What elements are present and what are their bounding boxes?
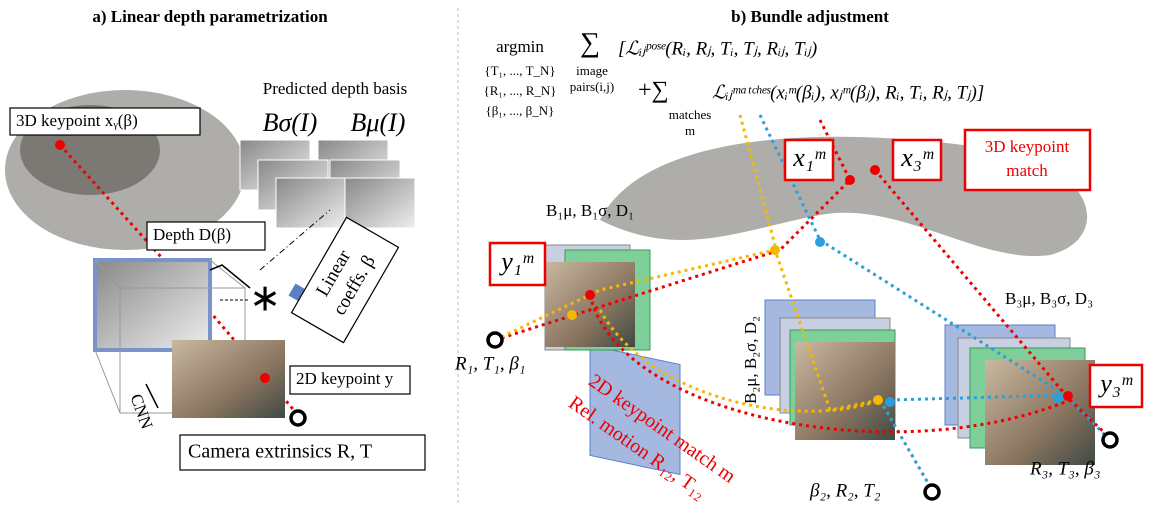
operator: ∗ xyxy=(249,278,281,320)
equation: [ℒᵢⱼᵖᵒˢᵉ(Rᵢ, Rⱼ, Tᵢ, Tⱼ, Rᵢⱼ, Tᵢⱼ) xyxy=(618,38,817,59)
panel-title: b) Bundle adjustment xyxy=(731,7,889,26)
equation: image xyxy=(576,63,608,78)
label: match xyxy=(1006,161,1048,180)
label-box xyxy=(289,365,411,395)
basis-label: Bμ(I) xyxy=(351,108,406,137)
label: 2D keypoint y xyxy=(296,369,394,388)
equation: matches xyxy=(669,107,712,122)
label-box xyxy=(1088,363,1144,409)
label: B₂μ, B₂σ, D₂ xyxy=(741,316,760,404)
ray xyxy=(878,393,1071,491)
panel-title: a) Linear depth parametrization xyxy=(92,7,328,26)
camera-center xyxy=(289,409,307,427)
label: Predicted depth basis xyxy=(263,79,407,98)
camera-image xyxy=(985,360,1095,465)
equation: {T₁, ..., T_N} xyxy=(484,63,555,78)
label-box xyxy=(290,216,400,344)
coeffs-box: Linear coeffs. β xyxy=(290,216,400,344)
camera-1-stack xyxy=(589,344,681,476)
label: B₁μ, B₁σ, D₁ xyxy=(546,201,634,220)
label-box xyxy=(9,107,201,136)
label: B₃μ, B₃σ, D₃ xyxy=(1005,289,1093,308)
label-box xyxy=(963,128,1092,192)
equation: ∑ xyxy=(580,27,600,58)
arrow xyxy=(209,264,251,289)
point xyxy=(55,140,65,150)
ray xyxy=(494,178,852,342)
ray xyxy=(738,114,777,246)
camera-center xyxy=(923,483,941,501)
equation: {R₁, ..., R_N} xyxy=(484,83,557,98)
camera-center xyxy=(486,331,504,349)
equation: +∑ xyxy=(638,78,669,104)
label: 3D keypoint xᵧ(β) xyxy=(16,111,138,130)
equation: pairs(i,j) xyxy=(570,79,614,94)
label: β₂, R₂, T₂ xyxy=(809,480,881,501)
label: R₃, T₃, β₃ xyxy=(1029,458,1100,479)
label-box xyxy=(179,434,426,471)
label: R₁, T₁, β₁ xyxy=(454,353,525,374)
label: 3D keypoint xyxy=(985,137,1070,156)
label: y₃ᵐ xyxy=(1097,369,1133,398)
label-box xyxy=(891,138,943,182)
camera-image xyxy=(545,262,635,347)
label: y₁ᵐ xyxy=(498,247,534,276)
ray xyxy=(758,114,822,241)
depth-basis-stack xyxy=(239,139,416,229)
equation: argmin xyxy=(496,37,544,56)
label-box xyxy=(488,241,547,287)
ray xyxy=(598,309,881,413)
label: x₃ᵐ xyxy=(900,143,934,172)
camera-center xyxy=(1101,431,1119,449)
label-box xyxy=(146,221,266,251)
label: Camera extrinsics R, T xyxy=(188,441,372,463)
label-box xyxy=(783,138,835,182)
equation: m xyxy=(685,123,695,138)
connector xyxy=(259,209,331,271)
arrow xyxy=(145,383,159,409)
equation: {β₁, ..., β_N} xyxy=(486,103,555,118)
camera-image xyxy=(795,342,895,440)
points xyxy=(567,165,1073,407)
point xyxy=(260,373,270,383)
label: x₁ᵐ xyxy=(792,143,826,172)
label: Depth D(β) xyxy=(153,225,231,244)
equation: ℒᵢⱼᵐᵃᵗᶜʰᵉˢ(xᵢᵐ(βᵢ), xⱼᵐ(βⱼ), Rᵢ, Tᵢ, Rⱼ,… xyxy=(712,82,984,103)
depth-map xyxy=(93,258,212,352)
basis-label: Bσ(I) xyxy=(263,108,318,137)
